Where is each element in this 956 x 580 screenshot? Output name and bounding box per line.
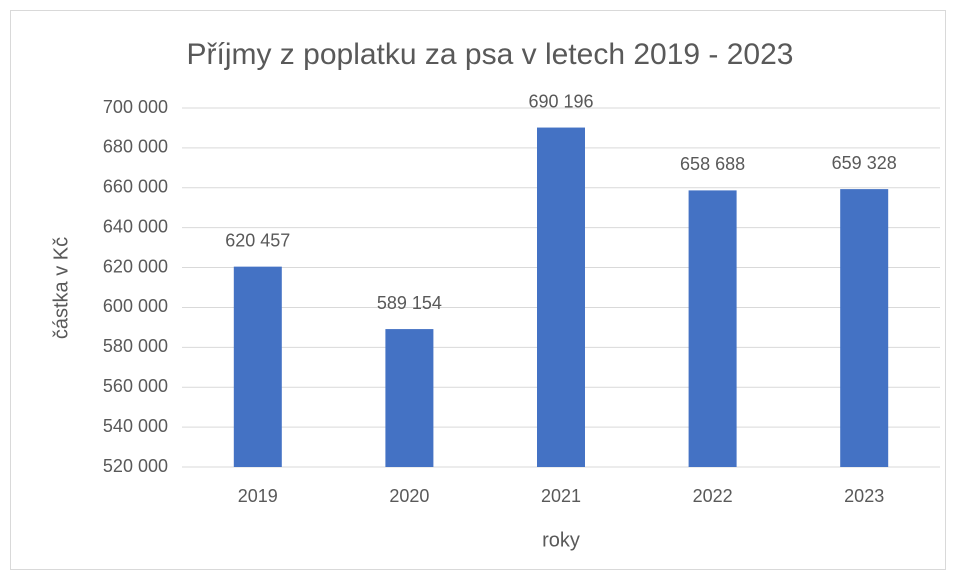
y-tick-label: 540 000 [103, 416, 168, 436]
bar [840, 189, 889, 467]
data-label: 620 457 [225, 230, 290, 250]
y-tick-label: 600 000 [103, 296, 168, 316]
y-tick-label: 660 000 [103, 177, 168, 197]
y-tick-label: 560 000 [103, 376, 168, 396]
y-tick-label: 680 000 [103, 137, 168, 157]
x-tick-label: 2022 [693, 486, 733, 506]
y-tick-label: 580 000 [103, 336, 168, 356]
bar [537, 127, 585, 468]
data-label: 658 688 [680, 154, 745, 174]
x-tick-label: 2023 [844, 486, 884, 506]
y-tick-label: 640 000 [103, 216, 168, 236]
x-tick-label: 2020 [389, 486, 429, 506]
chart-title: Příjmy z poplatku za psa v letech 2019 -… [186, 38, 793, 71]
data-label: 690 196 [528, 91, 593, 111]
y-tick-label: 700 000 [103, 97, 168, 117]
chart-border [10, 10, 946, 570]
data-label: 659 328 [832, 153, 897, 173]
bar [385, 329, 434, 467]
x-tick-label: 2019 [238, 486, 278, 506]
x-tick-label: 2021 [541, 486, 581, 506]
y-axis-label: částka v Kč [50, 237, 72, 339]
x-axis-label: roky [542, 529, 580, 551]
data-label: 589 154 [377, 293, 442, 313]
bar [233, 266, 282, 467]
y-tick-label: 520 000 [103, 456, 168, 476]
bar [688, 190, 737, 468]
y-tick-label: 620 000 [103, 256, 168, 276]
